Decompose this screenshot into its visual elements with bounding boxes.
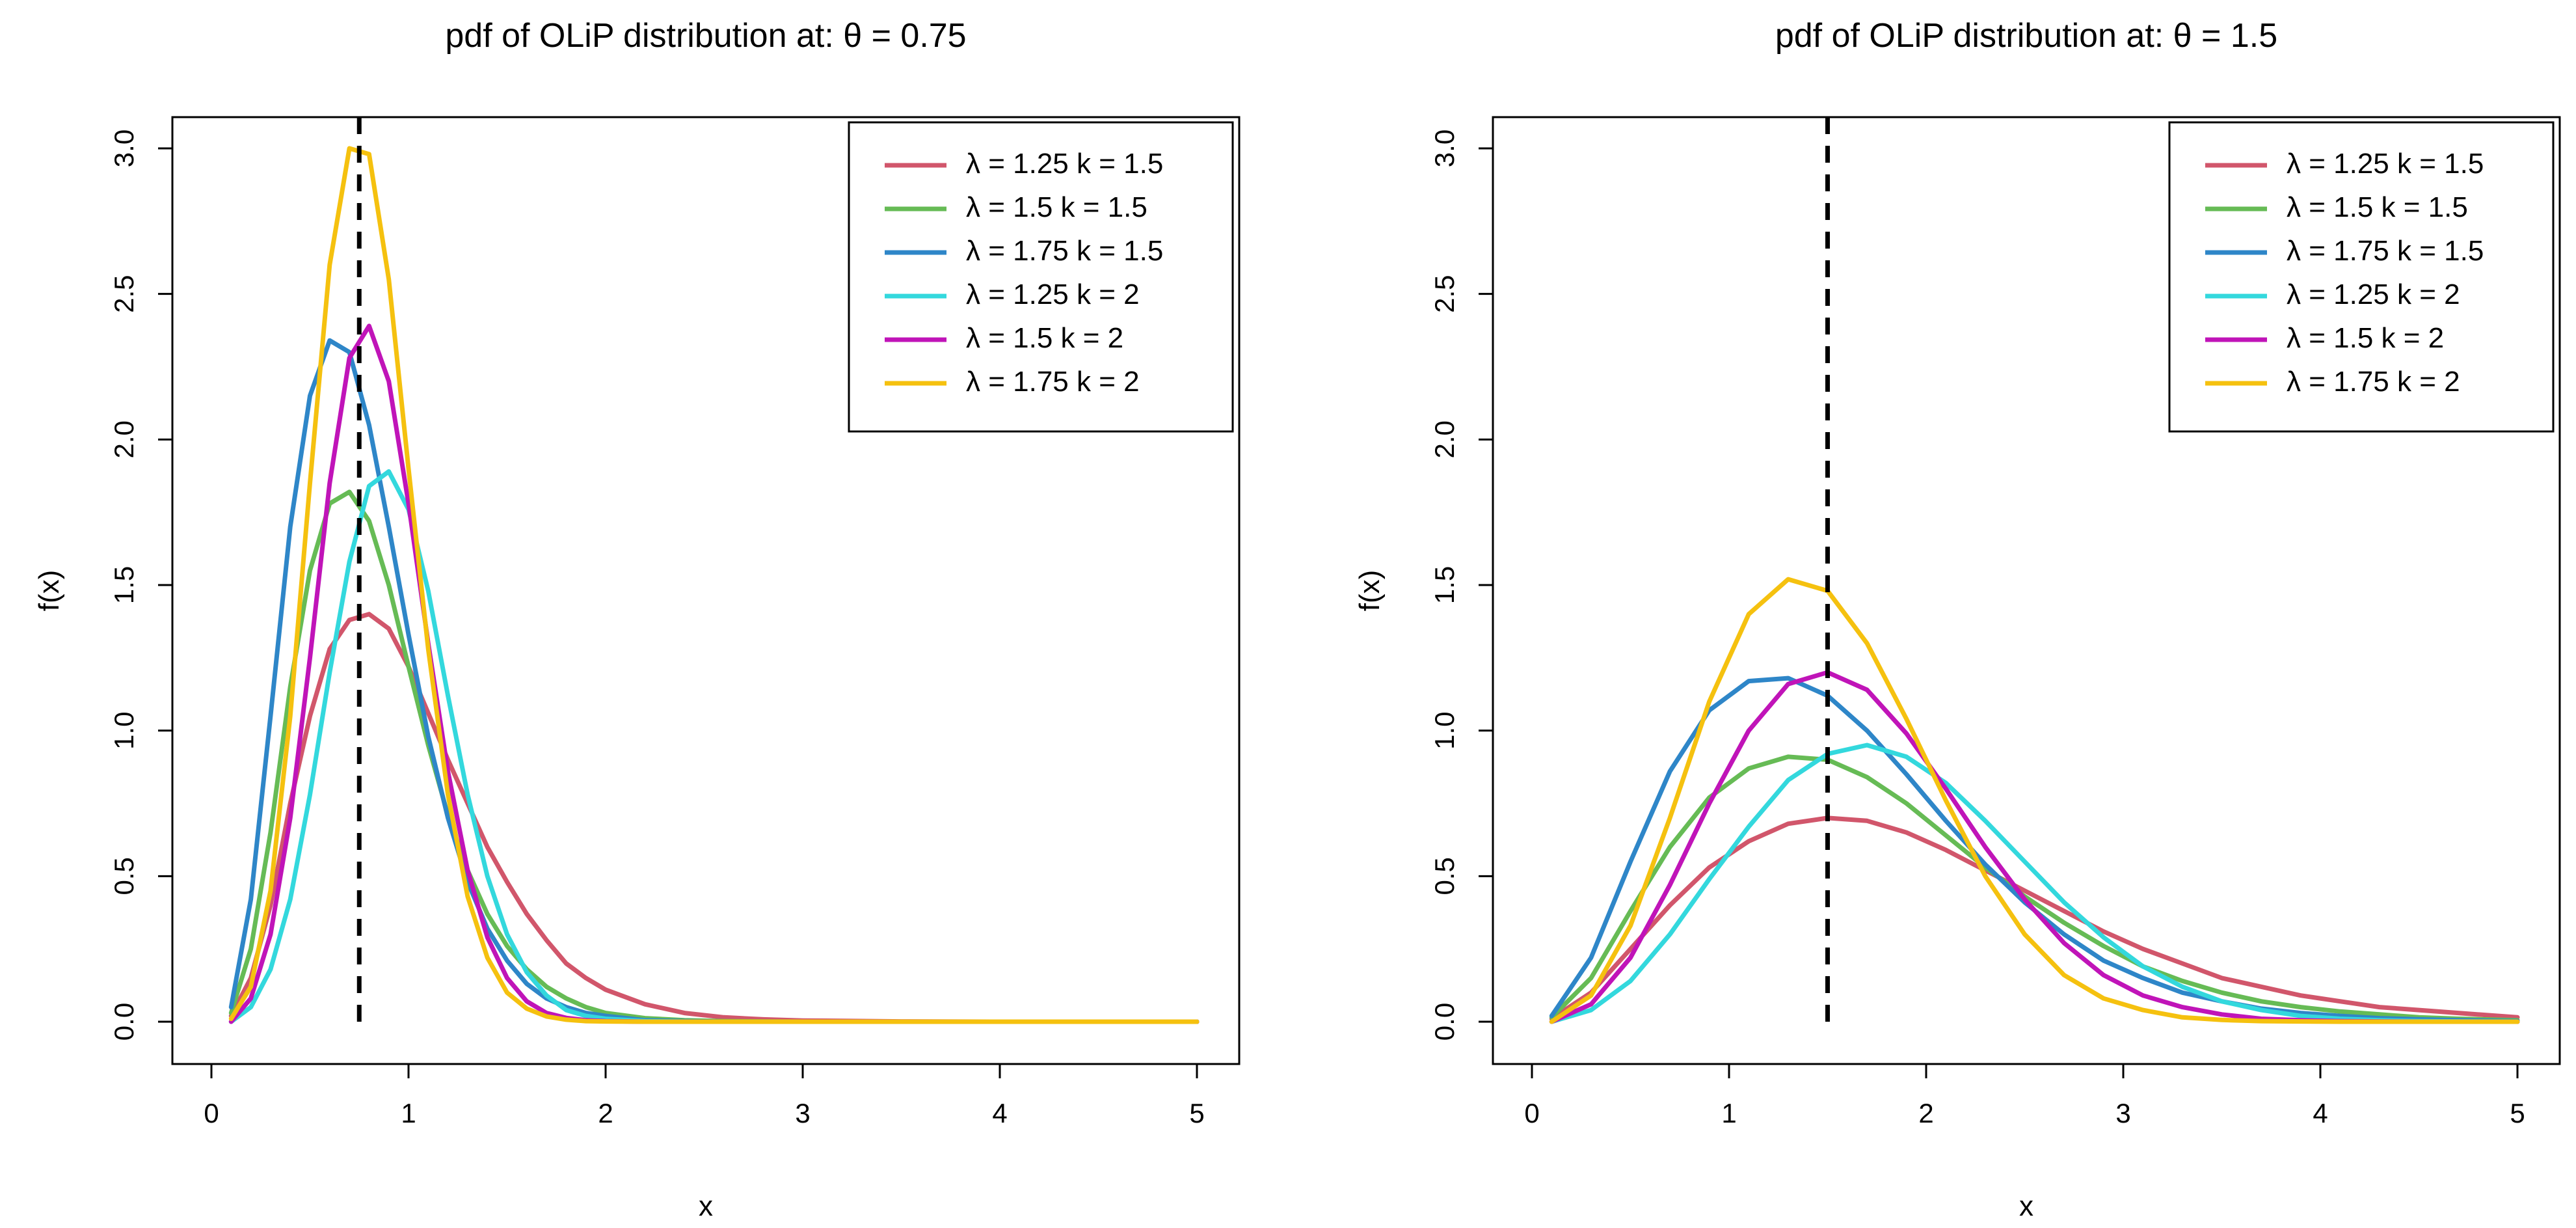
series-line-3: [1549, 675, 2520, 1024]
y-tick-label: 1.0: [1429, 711, 1460, 749]
chart-title: pdf of OLiP distribution at: θ = 1.5: [1775, 17, 2277, 55]
legend-box: [848, 121, 1234, 433]
y-tick-label: 2.5: [109, 275, 139, 312]
x-axis-label: x: [2019, 1190, 2033, 1222]
legend-entry-3: λ = 1.75 k = 1.5: [966, 235, 1163, 267]
y-axis-label: f(x): [1354, 570, 1386, 612]
series-line-1: [1549, 815, 2520, 1021]
x-tick-label: 5: [1189, 1098, 1204, 1128]
x-tick-label: 1: [1721, 1098, 1736, 1128]
series-line-6: [228, 146, 1200, 1024]
legend-box: [2168, 121, 2555, 433]
y-tick-label: 1.0: [109, 711, 139, 749]
y-tick-label: 2.0: [109, 420, 139, 458]
y-axis-label: f(x): [33, 570, 65, 612]
x-tick-label: 1: [401, 1098, 416, 1128]
x-tick-label: 4: [2313, 1098, 2328, 1128]
series-line-5: [1549, 670, 2520, 1024]
chart-panel-1: pdf of OLiP distribution at: θ = 0.75 0 1 2…: [33, 17, 1241, 1222]
chart-panel-2: pdf of OLiP distribution at: θ = 1.5 0 1 2 3…: [1354, 17, 2561, 1222]
series-line-2: [1549, 754, 2520, 1023]
legend-entry-5: λ = 1.5 k = 2: [966, 322, 1123, 354]
legend-entry-3: λ = 1.75 k = 1.5: [2287, 235, 2484, 267]
series-line-2: [228, 489, 1200, 1024]
legend-entry-2: λ = 1.5 k = 1.5: [2287, 191, 2468, 223]
legend-entry-6: λ = 1.75 k = 2: [966, 366, 1140, 398]
y-tick-label: 1.5: [109, 566, 139, 604]
series-line-1: [228, 612, 1200, 1024]
legend-entry-4: λ = 1.25 k = 2: [2287, 279, 2460, 310]
y-tick-label: 0.5: [1429, 857, 1460, 895]
legend-entry-4: λ = 1.25 k = 2: [966, 279, 1140, 310]
legend-entry-2: λ = 1.5 k = 1.5: [966, 191, 1147, 223]
y-tick-label: 0.0: [109, 1003, 139, 1041]
x-tick-label: 2: [1918, 1098, 1933, 1128]
x-tick-label: 4: [992, 1098, 1007, 1128]
y-tick-label: 0.0: [1429, 1003, 1460, 1041]
legend-entry-5: λ = 1.5 k = 2: [2287, 322, 2444, 354]
legend-entry-1: λ = 1.25 k = 1.5: [2287, 148, 2484, 180]
y-tick-label: 0.5: [109, 857, 139, 895]
legend-entry-1: λ = 1.25 k = 1.5: [966, 148, 1163, 180]
series-line-3: [228, 338, 1200, 1024]
x-tick-label: 0: [1524, 1098, 1539, 1128]
x-tick-label: 0: [204, 1098, 219, 1128]
x-tick-label: 5: [2510, 1098, 2525, 1128]
series-line-6: [1549, 577, 2520, 1024]
y-tick-label: 2.5: [1429, 275, 1460, 312]
y-tick-label: 2.0: [1429, 420, 1460, 458]
y-tick-label: 3.0: [109, 130, 139, 167]
x-tick-label: 3: [2115, 1098, 2130, 1128]
x-tick-label: 3: [795, 1098, 810, 1128]
series-line-4: [1549, 743, 2520, 1024]
x-axis-label: x: [699, 1190, 713, 1222]
y-tick-label: 3.0: [1429, 130, 1460, 167]
legend-entry-6: λ = 1.75 k = 2: [2287, 366, 2460, 398]
chart-title: pdf of OLiP distribution at: θ = 0.75: [445, 17, 966, 55]
series-line-4: [228, 469, 1200, 1024]
x-tick-label: 2: [598, 1098, 613, 1128]
y-tick-label: 1.5: [1429, 566, 1460, 604]
